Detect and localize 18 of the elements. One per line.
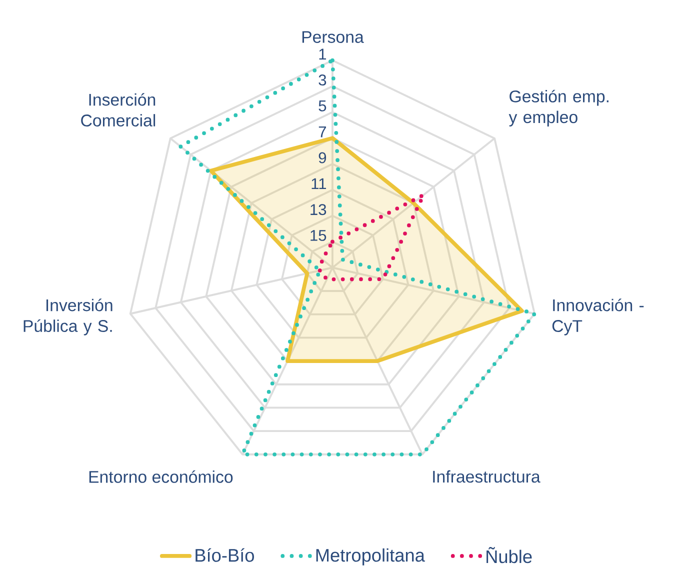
y-tick-label: 15 (310, 230, 326, 241)
y-tick-label: 7 (318, 126, 326, 138)
spoke-label: Persona (302, 31, 364, 43)
legend-label: Ñuble (486, 546, 532, 564)
y-tick-label: 5 (318, 100, 326, 112)
y-tick-label: 11 (312, 178, 326, 189)
y-tick-label: 3 (318, 74, 326, 86)
spoke-label: Gestión emp. y empleo (508, 90, 608, 126)
legend-label: Bío-Bío (196, 548, 254, 562)
spoke-label: Inversión Pública y S. (24, 298, 112, 336)
spoke-label: Inserción Comercial (81, 93, 156, 126)
legend-label: Metropolitana (316, 548, 425, 566)
y-tick-label: 9 (318, 152, 326, 164)
y-tick-label: 13 (310, 204, 326, 215)
y-tick-label: 1 (319, 48, 326, 60)
spoke-label: Infraestructura (433, 470, 540, 483)
spoke-label: Innovación - CyT (552, 298, 644, 336)
spoke-label: Entorno económico (89, 470, 233, 483)
